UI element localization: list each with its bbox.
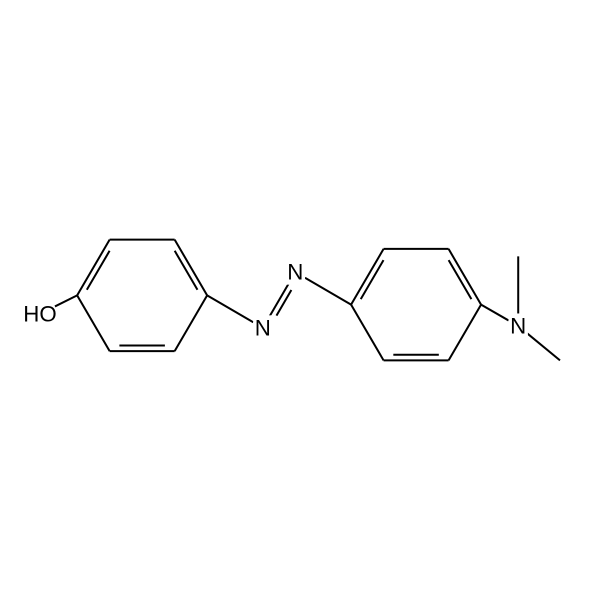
bond-line <box>361 260 384 299</box>
bond-line <box>351 305 384 361</box>
bond-line <box>175 295 208 351</box>
bond-line <box>207 295 253 322</box>
bond-line <box>305 278 351 305</box>
bond-line <box>351 249 384 305</box>
bond-line <box>481 305 508 321</box>
bond-line <box>449 260 472 299</box>
bond-line <box>449 305 482 361</box>
atom-label: N <box>255 315 271 340</box>
bond-line <box>77 295 110 351</box>
bond-line <box>175 240 208 296</box>
bond-line <box>77 240 110 296</box>
bond-line <box>449 249 482 305</box>
atom-label: N <box>510 314 526 339</box>
bond-line <box>276 290 291 316</box>
bond-line <box>55 295 77 306</box>
molecule-diagram: HO N N N <box>0 0 600 600</box>
bond-line <box>87 251 110 290</box>
bond-line <box>527 333 560 360</box>
atom-label: HO <box>23 301 56 326</box>
bond-line <box>175 251 198 290</box>
atom-label: N <box>287 260 303 285</box>
